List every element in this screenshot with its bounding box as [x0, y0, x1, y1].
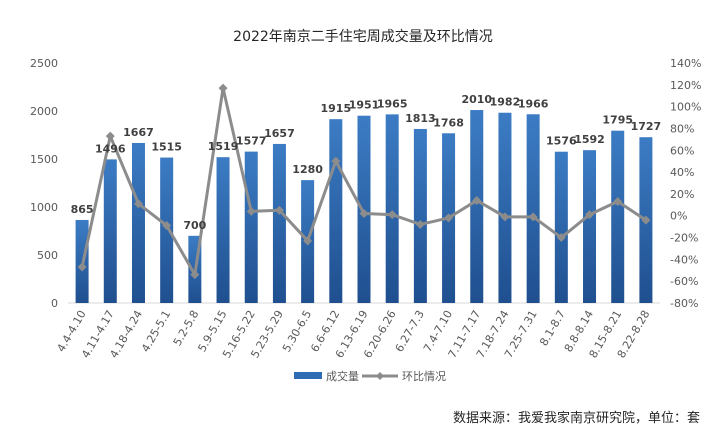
bar-value-label: 1768 — [433, 116, 464, 129]
line-point — [246, 206, 256, 216]
line-point — [528, 212, 538, 222]
bar — [244, 151, 258, 303]
bar-value-label: 1657 — [264, 127, 295, 140]
line-point — [77, 262, 87, 272]
x-tick-label: 8.1-8.7 — [537, 308, 568, 348]
bar-value-label: 1515 — [151, 141, 182, 154]
bar-value-label: 2010 — [461, 93, 492, 106]
bar-value-label: 700 — [183, 219, 206, 232]
bar-value-label: 1982 — [490, 96, 521, 109]
bar — [329, 119, 343, 303]
legend-line-label: 环比情况 — [402, 370, 446, 383]
bar — [526, 114, 540, 303]
bar-value-label: 1727 — [631, 120, 662, 133]
line-point — [303, 236, 313, 246]
right-axis: -80% -60% -40% -20% 0% 20% 40% 60% 80% 100% 120% 14… — [670, 57, 701, 310]
y-right-tick-label: 40% — [670, 166, 694, 179]
bar-value-label: 1496 — [95, 142, 126, 155]
line-point — [641, 215, 651, 225]
y-left-tick-label: 1500 — [30, 153, 58, 166]
line-point — [500, 212, 510, 222]
bar-value-label: 1592 — [574, 133, 605, 146]
line-point — [105, 131, 115, 141]
y-left-tick-label: 2000 — [30, 105, 58, 118]
source-note: 数据来源：我爱我家南京研究院，单位：套 — [453, 410, 700, 426]
legend-bar-label: 成交量 — [326, 369, 359, 383]
bar — [272, 143, 286, 303]
line-point — [162, 221, 172, 231]
bar — [385, 114, 399, 303]
data-labels: 8651496166715157001519157716571280191519… — [71, 93, 662, 232]
bar-value-label: 1951 — [349, 99, 380, 112]
line-point — [585, 210, 595, 220]
y-right-tick-label: 120% — [670, 79, 701, 92]
bar-value-label: 1667 — [123, 126, 154, 139]
line-point — [218, 83, 228, 93]
y-right-tick-label: -20% — [670, 232, 698, 245]
bar — [470, 110, 484, 303]
y-right-tick-label: 20% — [670, 188, 694, 201]
line-point — [331, 156, 341, 166]
y-right-tick-label: 0% — [670, 210, 687, 223]
x-tick-label: 5.2-5.8 — [171, 308, 202, 348]
y-left-tick-label: 1000 — [30, 201, 58, 214]
y-left-tick-label: 500 — [37, 249, 58, 262]
bar — [216, 157, 230, 303]
line-point — [556, 233, 566, 243]
legend: 成交量 环比情况 — [294, 369, 446, 383]
y-right-tick-label: 80% — [670, 122, 694, 135]
line-point — [444, 213, 454, 223]
bar-value-label: 1576 — [546, 135, 577, 148]
y-right-tick-label: -60% — [670, 275, 698, 288]
bar — [554, 151, 568, 303]
bar-value-label: 1813 — [405, 112, 436, 125]
bar — [160, 157, 174, 303]
bar-value-label: 1915 — [320, 102, 351, 115]
y-right-tick-label: 60% — [670, 144, 694, 157]
line-point — [472, 195, 482, 205]
bar-value-label: 1519 — [208, 140, 239, 153]
line-point — [415, 219, 425, 229]
bar — [413, 128, 427, 303]
line-point — [274, 205, 284, 215]
bar — [611, 130, 625, 303]
bar-value-label: 1965 — [377, 97, 408, 110]
bar-value-label: 1966 — [518, 97, 549, 110]
bar — [131, 142, 145, 303]
y-right-tick-label: 140% — [670, 57, 701, 70]
line-point — [387, 210, 397, 220]
line-point — [613, 197, 623, 207]
line-point — [359, 209, 369, 219]
bar — [103, 159, 117, 303]
line-point — [190, 270, 200, 280]
legend-line-marker — [376, 372, 384, 380]
bar-value-label: 1795 — [602, 114, 633, 127]
bar-value-label: 865 — [71, 203, 94, 216]
bar — [583, 150, 597, 303]
legend-bar-swatch — [294, 372, 322, 379]
left-axis: 0 500 1000 1500 2000 2500 — [30, 57, 58, 310]
y-right-tick-label: -80% — [670, 297, 698, 310]
chart-title: 2022年南京二手住宅周成交量及环比情况 — [233, 28, 493, 45]
y-right-tick-label: 100% — [670, 101, 701, 114]
y-right-tick-label: -40% — [670, 253, 698, 266]
line-series — [77, 83, 651, 280]
line-point — [133, 199, 143, 209]
x-axis: 4.4-4.104.11-4.174.18-4.244.25-5.15.2-5.… — [54, 302, 660, 360]
bar — [498, 112, 512, 303]
y-left-tick-label: 2500 — [30, 57, 58, 70]
y-left-tick-label: 0 — [51, 297, 58, 310]
bar-series — [75, 110, 653, 303]
bar-value-label: 1280 — [292, 163, 323, 176]
bar-value-label: 1577 — [236, 135, 267, 148]
